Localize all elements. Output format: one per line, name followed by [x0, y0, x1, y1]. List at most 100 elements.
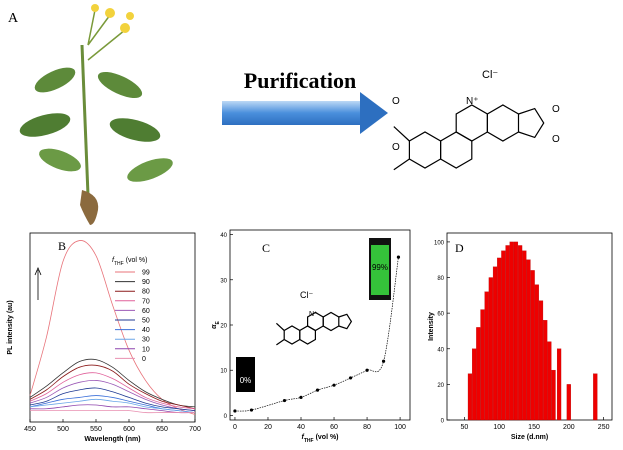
bar: [467, 373, 473, 421]
y-axis-label: Intensity: [428, 312, 435, 341]
x-tick-label: 250: [598, 424, 610, 431]
inset-label: 0%: [240, 376, 252, 385]
y-axis-label: αE: [211, 321, 221, 329]
y-tick-label: 0: [224, 414, 228, 420]
atom: O: [552, 104, 560, 115]
data-point: [315, 388, 320, 392]
data-point: [365, 368, 369, 372]
y-tick-label: 40: [220, 233, 227, 239]
bar: [593, 373, 598, 421]
x-tick-label: 100: [493, 424, 505, 431]
y-tick-label: 100: [434, 240, 445, 246]
spectrum-line: [29, 372, 196, 410]
bar: [492, 266, 498, 421]
bar: [530, 270, 535, 421]
atom: O: [552, 134, 560, 145]
ring: [283, 325, 301, 345]
data-point: [332, 383, 336, 387]
panel-label: B: [58, 239, 66, 253]
y-tick-label: 30: [220, 278, 227, 284]
y-tick-label: 60: [437, 312, 444, 318]
ring: [455, 104, 488, 142]
data-point: [249, 408, 254, 412]
spectrum-line: [29, 364, 196, 410]
bar: [543, 320, 548, 421]
y-tick-label: 80: [437, 276, 444, 282]
y-axis-label: PL intensity (au): [7, 300, 14, 354]
bar: [484, 291, 489, 421]
inset-cation: N⁺: [309, 311, 318, 318]
bar: [501, 250, 506, 421]
spectrum-line: [29, 387, 196, 412]
x-axis-label: Size (d.nm): [511, 434, 548, 441]
bar: [551, 369, 556, 421]
x-tick-label: 40: [297, 424, 305, 431]
plot-frame: [29, 232, 196, 423]
x-tick-label: 150: [528, 424, 540, 431]
bar: [556, 348, 562, 421]
cation: N⁺: [466, 96, 479, 107]
inset-structure: [276, 311, 353, 346]
ring: [338, 313, 353, 330]
bar: [513, 241, 519, 421]
x-tick-label: 100: [394, 424, 406, 431]
bar: [566, 384, 571, 421]
arrow-head: [360, 92, 388, 134]
x-tick-label: 200: [563, 424, 575, 431]
x-tick-label: 60: [330, 424, 338, 431]
bar: [472, 348, 477, 421]
inset-label: 99%: [372, 263, 388, 272]
x-tick-label: 650: [156, 426, 168, 433]
spectrum-line: [29, 358, 196, 408]
x-axis-label: fTHF (vol %): [301, 434, 338, 444]
legend-label: 10: [142, 346, 150, 353]
bar: [547, 341, 552, 421]
legend-label: 40: [142, 327, 150, 334]
label-part: THF: [114, 261, 124, 267]
panel-label: C: [262, 241, 270, 255]
label-part: f: [301, 434, 304, 441]
data-point: [233, 409, 237, 413]
data-point: [348, 376, 353, 380]
spectrum-line: [29, 404, 196, 414]
inset-vial-empty: [236, 357, 255, 392]
ring: [518, 107, 545, 139]
bar: [534, 284, 539, 421]
y-tick-label: 20: [220, 324, 227, 330]
bar: [538, 300, 544, 421]
x-tick-label: 500: [57, 426, 69, 433]
legend-title: fTHF (vol %): [112, 257, 147, 267]
data-point: [282, 398, 287, 403]
legend-label: 90: [142, 279, 150, 286]
legend-label: 99: [142, 270, 150, 277]
label-part: (vol %): [316, 434, 339, 441]
bar: [476, 327, 481, 421]
arrow-label: Purification: [244, 68, 356, 93]
x-tick-label: 600: [123, 426, 135, 433]
bond: [393, 126, 410, 171]
ring: [486, 104, 520, 142]
legend-label: 80: [142, 289, 150, 296]
panel-label: D: [455, 241, 464, 255]
atom: O: [392, 142, 400, 153]
x-tick-label: 80: [363, 424, 371, 431]
trend-line: [234, 257, 399, 412]
data-point: [381, 359, 386, 363]
y-tick-label: 40: [437, 347, 444, 353]
label-part: E: [215, 321, 221, 325]
legend-label: 70: [142, 298, 150, 305]
bar: [505, 245, 510, 421]
spectrum-line: [30, 410, 195, 414]
panel-label: A: [8, 11, 19, 26]
bar: [497, 257, 502, 421]
ring: [440, 131, 473, 169]
legend-label: 0: [142, 356, 146, 363]
label-part: THF: [304, 438, 314, 444]
inset-counterion: Cl⁻: [300, 290, 313, 300]
x-tick-label: 50: [461, 424, 469, 431]
y-tick-label: 10: [220, 369, 227, 375]
legend-label: 50: [142, 318, 150, 325]
y-tick-label: 20: [437, 383, 444, 389]
bond: [276, 322, 285, 346]
